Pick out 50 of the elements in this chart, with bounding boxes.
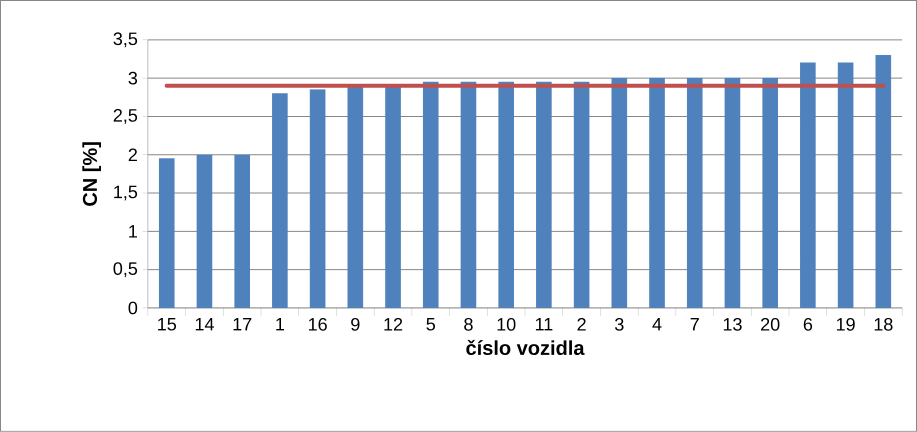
y-tick-label: 0 (128, 302, 138, 314)
x-tick-label: 7 (690, 318, 699, 330)
bar (762, 78, 778, 308)
x-tick-label: 11 (536, 318, 552, 330)
bar (310, 89, 326, 308)
y-tick-label: 2 (128, 148, 137, 162)
bar (196, 154, 212, 308)
bar (574, 82, 590, 308)
x-tick-label: 17 (234, 318, 252, 330)
bar (158, 158, 175, 308)
bar (838, 62, 854, 308)
x-tick-label: 16 (308, 318, 327, 331)
bar (724, 78, 740, 308)
x-tick-label: 8 (464, 318, 473, 331)
bar (460, 82, 476, 308)
x-axis-title: číslo vozidla (466, 340, 585, 356)
bar (348, 86, 364, 308)
x-tick-label: 2 (577, 318, 586, 331)
x-tick-label: 9 (351, 318, 360, 331)
y-tick-label: 1,5 (114, 186, 138, 200)
bar (385, 86, 401, 308)
y-tick-label: 1 (129, 225, 137, 238)
y-tick-label: 3,5 (114, 32, 138, 48)
y-tick-label: 3 (128, 72, 138, 85)
x-tick-label: 14 (196, 318, 214, 330)
x-tick-label: 4 (652, 318, 662, 330)
bar (272, 93, 288, 308)
y-tick-label: 0,5 (114, 262, 138, 278)
x-tick-label: 10 (498, 318, 516, 331)
bar (800, 62, 816, 308)
x-tick-label: 20 (761, 318, 780, 331)
x-tick-label: 5 (426, 318, 436, 331)
y-axis-title: CN [%] (82, 142, 101, 206)
x-tick-label: 18 (874, 318, 893, 331)
y-tick-label: 2,5 (114, 109, 138, 124)
bar (498, 82, 514, 308)
x-tick-label: 1 (276, 318, 284, 330)
x-tick-label: 6 (804, 318, 812, 331)
bar (536, 82, 552, 308)
x-tick-label: 12 (384, 318, 402, 331)
bar (422, 82, 439, 308)
bar (234, 154, 250, 308)
bar (875, 54, 892, 308)
x-tick-label: 15 (158, 318, 176, 331)
bar (649, 78, 665, 308)
bar (686, 78, 703, 308)
bar (612, 78, 628, 308)
x-tick-label: 13 (724, 318, 742, 331)
x-tick-label: 3 (614, 318, 624, 331)
x-tick-label: 19 (836, 318, 855, 331)
